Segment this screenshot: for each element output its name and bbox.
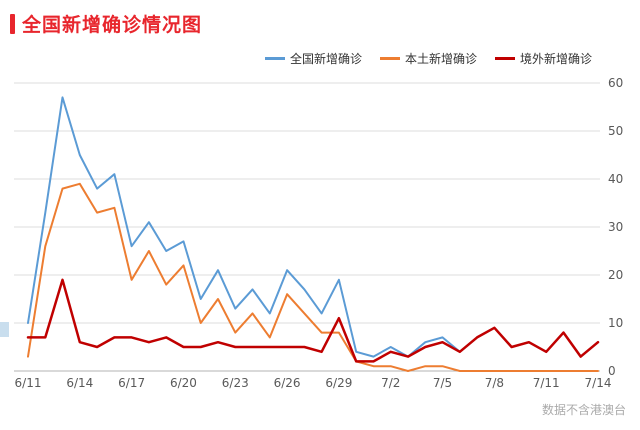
svg-text:7/11: 7/11 — [533, 376, 560, 390]
svg-text:6/17: 6/17 — [118, 376, 145, 390]
svg-text:40: 40 — [608, 172, 623, 186]
svg-text:6/26: 6/26 — [274, 376, 301, 390]
legend-item-local: 本土新增确诊 — [379, 50, 477, 67]
svg-text:6/14: 6/14 — [66, 376, 93, 390]
legend-line-swatch-local — [379, 57, 400, 60]
svg-text:60: 60 — [608, 76, 623, 90]
svg-text:10: 10 — [608, 316, 623, 330]
svg-text:6/23: 6/23 — [222, 376, 249, 390]
legend-label-imported: 境外新增确诊 — [519, 52, 592, 66]
svg-text:50: 50 — [608, 124, 623, 138]
watermark-fragment — [0, 322, 9, 337]
svg-text:7/14: 7/14 — [585, 376, 612, 390]
svg-text:30: 30 — [608, 220, 623, 234]
legend-label-national: 全国新增确诊 — [289, 52, 362, 66]
data-scope-note: 数据不含港澳台 — [541, 403, 626, 417]
title-row: 全国新增确诊情况图 — [10, 10, 202, 37]
legend: 全国新增确诊 本土新增确诊 境外新增确诊 — [264, 50, 592, 67]
svg-text:7/2: 7/2 — [381, 376, 400, 390]
svg-text:6/11: 6/11 — [15, 376, 42, 390]
svg-text:7/5: 7/5 — [433, 376, 452, 390]
svg-text:6/20: 6/20 — [170, 376, 197, 390]
legend-line-swatch-imported — [494, 57, 515, 60]
legend-item-imported: 境外新增确诊 — [494, 50, 592, 67]
legend-line-swatch-national — [264, 57, 285, 60]
legend-item-national: 全国新增确诊 — [264, 50, 362, 67]
svg-text:7/8: 7/8 — [485, 376, 504, 390]
svg-text:6/29: 6/29 — [325, 376, 352, 390]
page-title: 全国新增确诊情况图 — [22, 14, 203, 36]
legend-label-local: 本土新增确诊 — [404, 52, 477, 66]
title-accent-bar — [10, 13, 15, 34]
svg-text:20: 20 — [608, 268, 623, 282]
svg-text:0: 0 — [608, 364, 616, 378]
